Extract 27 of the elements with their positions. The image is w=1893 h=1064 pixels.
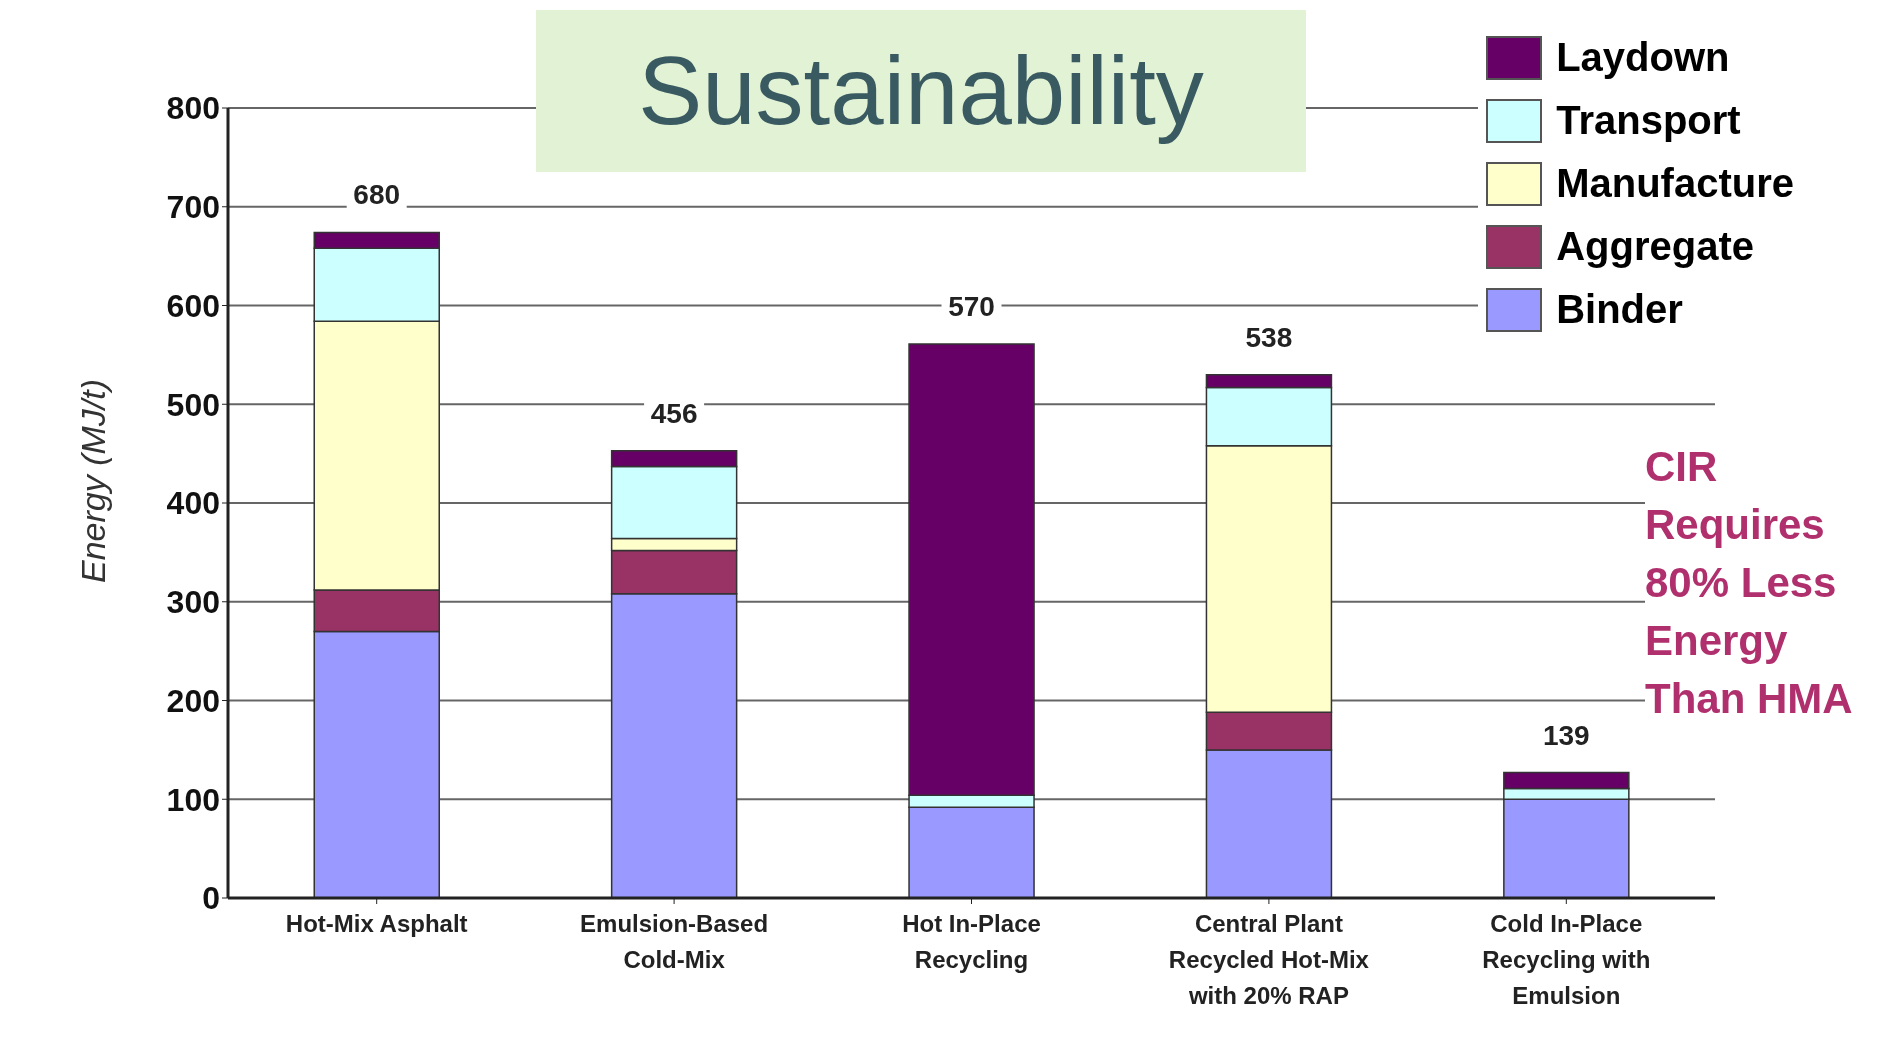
annotation: 538: [1245, 321, 1293, 353]
annotation: CIR Requires 80% Less Energy Than HMA: [1645, 438, 1885, 728]
legend-label: Binder: [1556, 287, 1683, 332]
annotation: 456: [650, 397, 698, 429]
legend-label: Laydown: [1556, 35, 1730, 80]
legend-label: Aggregate: [1556, 224, 1754, 269]
x-tick-label: Central Plant Recycled Hot-Mix with 20% RAP: [1168, 910, 1370, 1009]
y-tick-label: 200: [166, 682, 220, 719]
annotation: 680: [353, 179, 401, 211]
annotation: 570: [948, 291, 995, 323]
annotation: 139: [1542, 719, 1590, 751]
y-axis-title: Energy (MJ/t): [74, 378, 113, 583]
x-tick-label: Cold In-Place Recycling with Emulsion: [1482, 910, 1651, 1009]
x-tick-label: Hot In-Place Recycling: [902, 910, 1041, 973]
x-tick-label: Emulsion-Based Cold-Mix: [580, 910, 769, 973]
chart-title: Sustainability: [536, 10, 1306, 172]
legend-label: Transport: [1556, 98, 1741, 143]
x-tick-label: Hot-Mix Asphalt: [285, 910, 468, 937]
y-tick-label: 400: [166, 485, 220, 522]
y-tick-label: 600: [166, 287, 220, 324]
y-tick-label: 500: [166, 386, 220, 423]
y-tick-label: 300: [166, 584, 220, 621]
y-tick-label: 700: [166, 189, 220, 226]
legend-label: Manufacture: [1556, 161, 1794, 206]
y-tick-label: 0: [202, 880, 220, 917]
y-tick-label: 800: [166, 90, 220, 127]
y-tick-label: 100: [166, 781, 220, 818]
